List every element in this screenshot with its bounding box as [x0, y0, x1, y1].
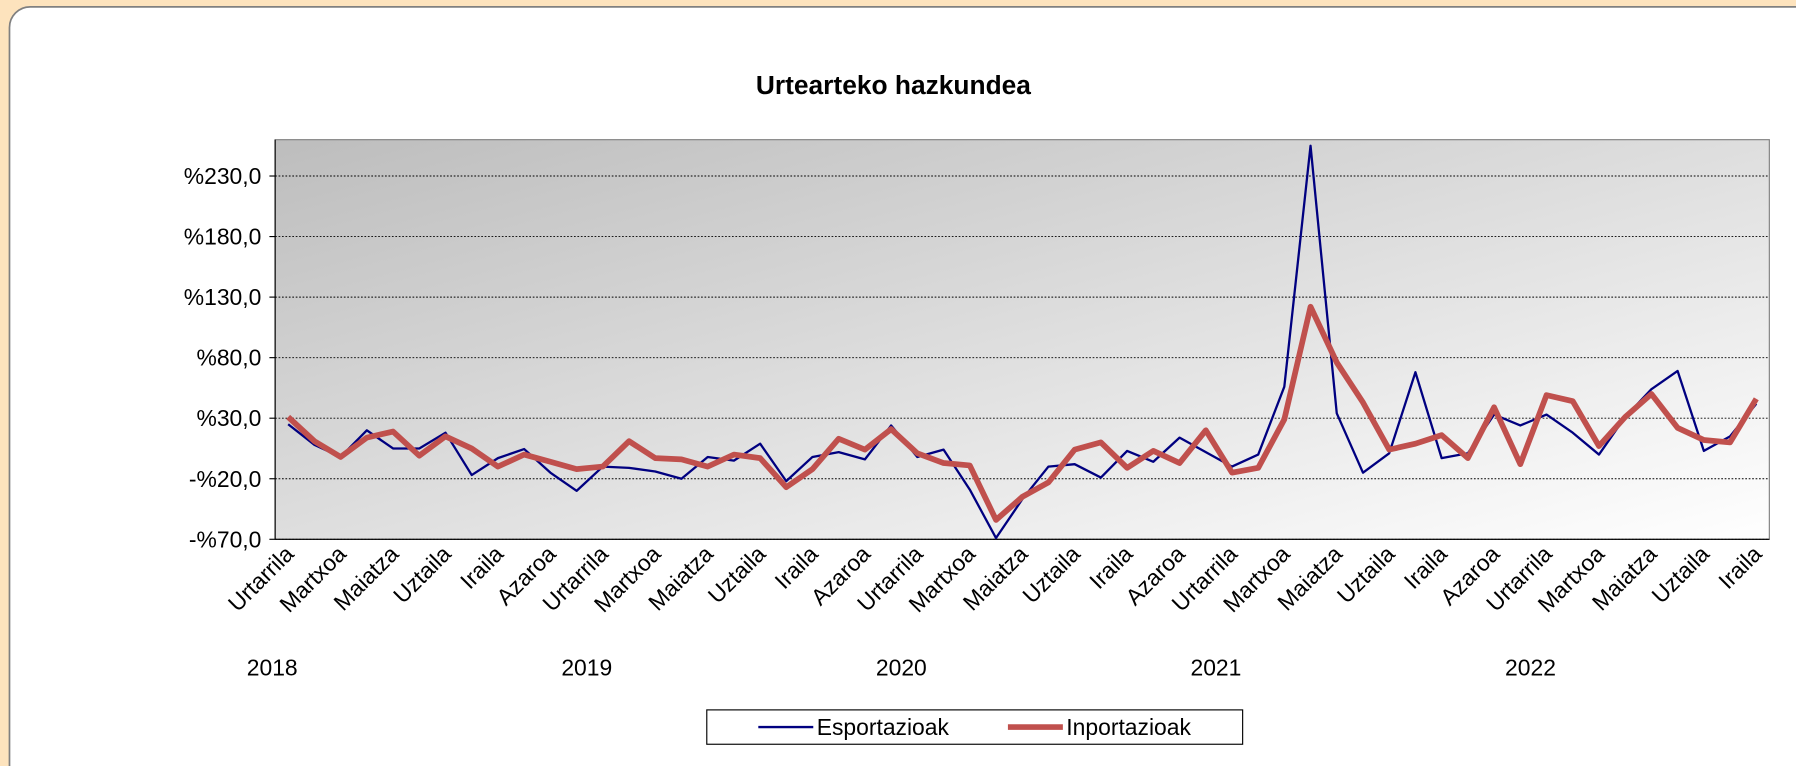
x-group-label: 2020 — [876, 655, 927, 681]
legend-label: Esportazioak — [817, 714, 950, 740]
y-tick-label: %230,0 — [184, 163, 262, 189]
legend-label: Inportazioak — [1066, 714, 1191, 740]
y-tick-label: -%20,0 — [189, 466, 261, 492]
chart-title: Urtearteko hazkundea — [756, 70, 1031, 100]
y-tick-label: -%70,0 — [189, 526, 261, 552]
y-tick-label: %180,0 — [184, 224, 262, 250]
plot-area — [274, 139, 1770, 540]
y-tick-label: %30,0 — [197, 405, 262, 431]
y-tick-label: %80,0 — [197, 345, 262, 371]
x-group-label: 2018 — [247, 655, 298, 681]
series-line — [286, 303, 1759, 523]
x-group-label: 2021 — [1190, 655, 1241, 681]
x-group-label: 2022 — [1505, 655, 1556, 681]
y-tick-label: %130,0 — [184, 284, 262, 310]
x-group-label: 2019 — [561, 655, 612, 681]
